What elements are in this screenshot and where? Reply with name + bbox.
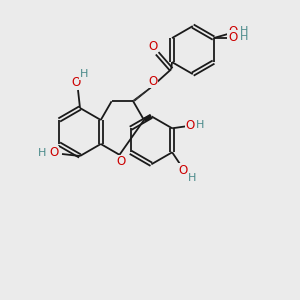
Text: H: H (239, 32, 248, 42)
Text: H: H (38, 148, 46, 158)
Text: O: O (178, 164, 188, 177)
Text: O: O (148, 75, 158, 88)
Text: O: O (185, 119, 195, 132)
Text: H: H (80, 69, 88, 79)
Text: O: O (228, 31, 237, 44)
Text: O: O (50, 146, 58, 160)
Text: H: H (188, 173, 196, 183)
Text: O: O (117, 155, 126, 168)
Text: H: H (196, 120, 204, 130)
Text: H: H (239, 26, 248, 36)
Text: O: O (148, 40, 158, 53)
Text: O: O (71, 76, 81, 88)
Text: O: O (228, 25, 237, 38)
